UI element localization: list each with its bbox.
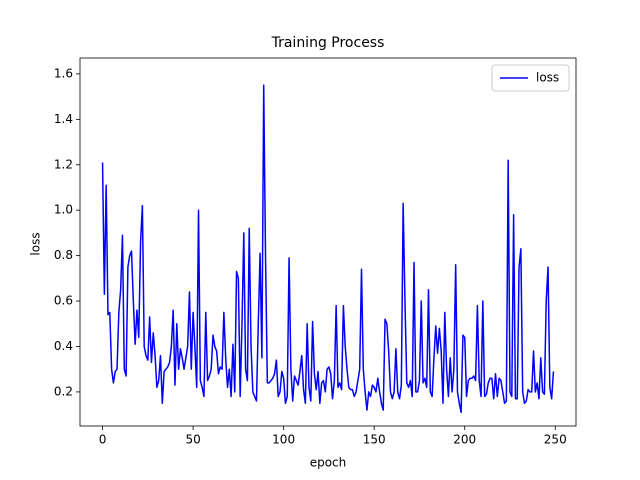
x-tick-label: 50 [185, 433, 200, 447]
x-tick-label: 150 [363, 433, 386, 447]
y-tick-label: 0.4 [54, 339, 73, 353]
y-axis-label: loss [29, 232, 43, 255]
x-tick-label: 200 [453, 433, 476, 447]
y-tick-label: 1.0 [54, 203, 73, 217]
y-tick-label: 0.8 [54, 248, 73, 262]
y-tick-label: 1.6 [54, 66, 73, 80]
y-tick-label: 1.2 [54, 157, 73, 171]
x-axis-label: epoch [310, 456, 347, 470]
line [101, 84, 555, 414]
y-tick-label: 0.2 [54, 384, 73, 398]
x-tick-label: 0 [99, 433, 107, 447]
legend-box [491, 64, 570, 92]
y-tick-label: 0.6 [54, 294, 73, 308]
legend-label: loss [536, 71, 559, 85]
x-tick-label: 250 [544, 433, 567, 447]
x-tick-label: 100 [272, 433, 295, 447]
axes-frame [79, 57, 577, 427]
chart-title: Training Process [271, 35, 385, 51]
y-tick-label: 1.4 [54, 112, 73, 126]
